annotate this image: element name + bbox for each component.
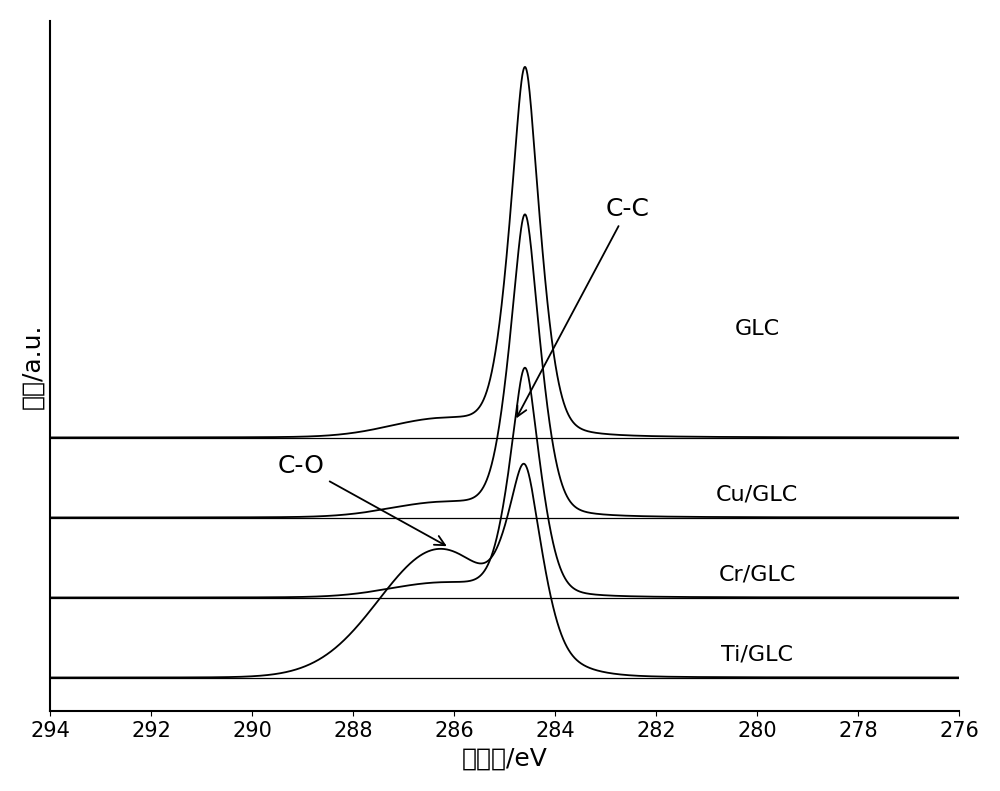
Text: Cr/GLC: Cr/GLC [719, 564, 796, 585]
Text: Cu/GLC: Cu/GLC [716, 484, 798, 504]
Text: C-O: C-O [278, 453, 445, 545]
Text: C-C: C-C [517, 197, 650, 417]
X-axis label: 结合能/eV: 结合能/eV [462, 746, 548, 770]
Y-axis label: 强度/a.u.: 强度/a.u. [21, 323, 45, 409]
Text: Ti/GLC: Ti/GLC [721, 644, 793, 664]
Text: GLC: GLC [735, 320, 780, 339]
